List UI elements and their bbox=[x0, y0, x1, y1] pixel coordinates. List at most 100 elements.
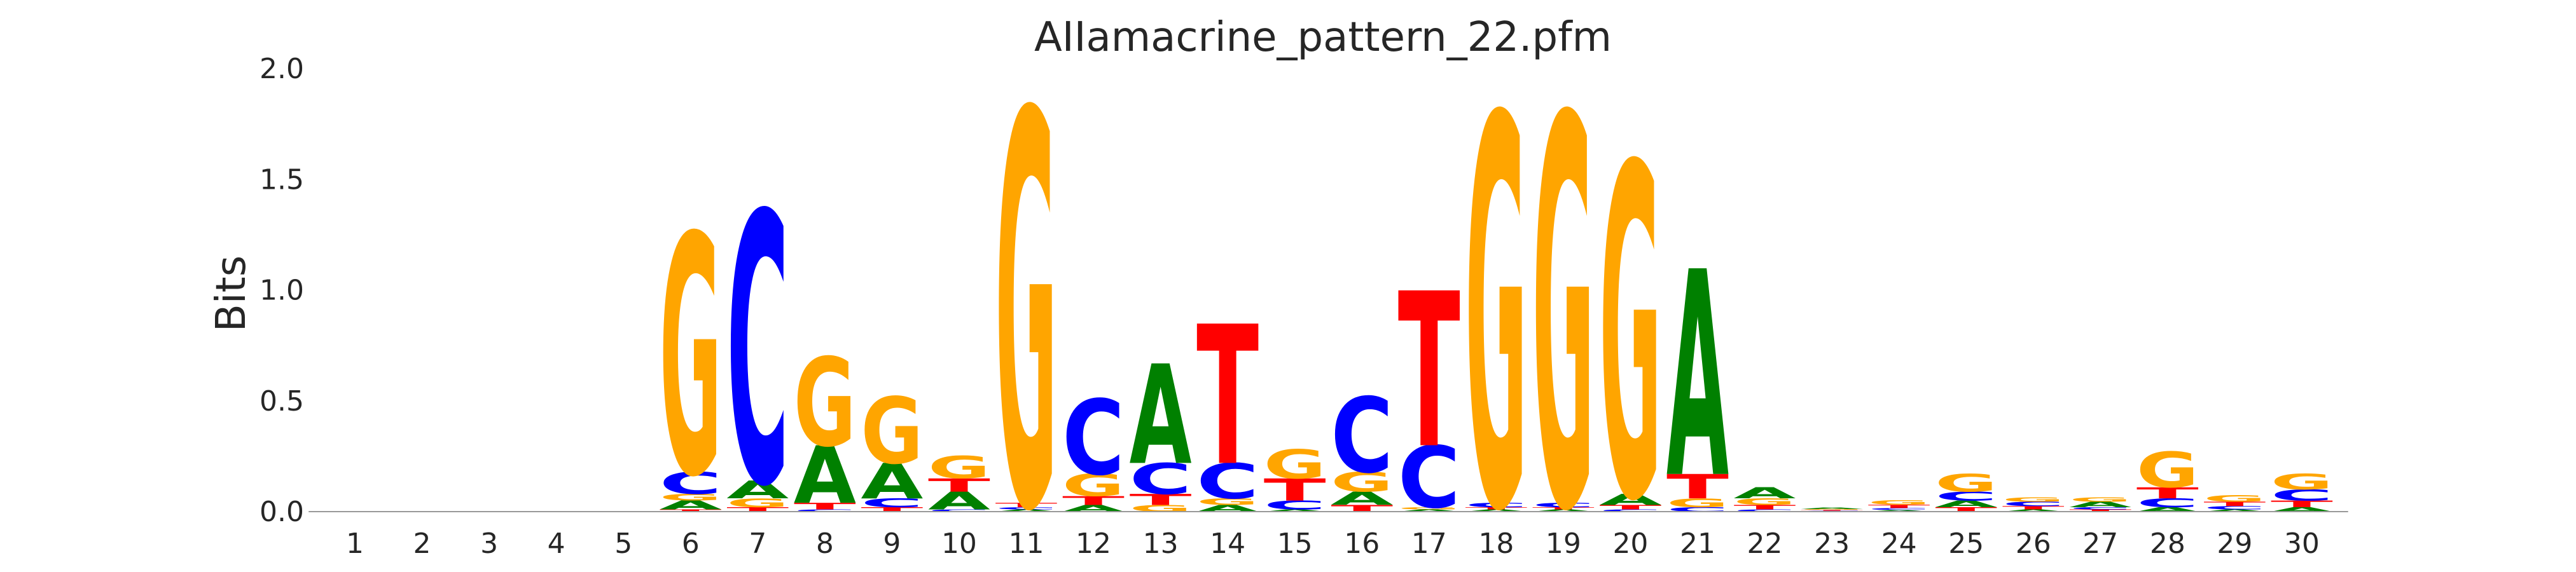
logo-letter-a: A bbox=[1532, 509, 1595, 513]
x-tick-label: 23 bbox=[1814, 528, 1850, 560]
logo-letter-t: T bbox=[1734, 504, 1796, 511]
x-tick-label: 11 bbox=[1009, 528, 1044, 560]
logo-letter-a: A bbox=[995, 509, 1058, 513]
y-tick-label: 1.5 bbox=[260, 163, 304, 196]
logo-letter-g: G bbox=[2069, 496, 2131, 503]
logo-letter-g: G bbox=[2002, 496, 2065, 503]
logo-letter-t: T bbox=[1196, 285, 1259, 508]
logo-letter-c: C bbox=[1734, 509, 1796, 513]
x-tick-label: 27 bbox=[2082, 528, 2118, 560]
x-tick-label: 4 bbox=[548, 528, 565, 560]
x-tick-label: 25 bbox=[1948, 528, 1984, 560]
x-tick-label: 3 bbox=[480, 528, 498, 560]
logo-letter-g: G bbox=[1935, 469, 1997, 497]
x-tick-label: 7 bbox=[749, 528, 766, 560]
logo-letter-g: G bbox=[794, 332, 856, 474]
logo-letter-a: A bbox=[794, 430, 856, 522]
logo-letter-a: A bbox=[1666, 212, 1729, 541]
logo-letter-t: T bbox=[861, 506, 923, 513]
x-tick-label: 16 bbox=[1344, 528, 1380, 560]
logo-letter-c: C bbox=[794, 509, 856, 513]
logo-letter-a: A bbox=[928, 487, 990, 515]
logo-letter-a: A bbox=[2203, 509, 2266, 513]
logo-letter-g: G bbox=[928, 451, 990, 486]
logo-letter-t: T bbox=[1264, 473, 1326, 508]
x-tick-label: 14 bbox=[1210, 528, 1245, 560]
logo-letter-c: C bbox=[1062, 379, 1125, 499]
x-tick-label: 26 bbox=[2016, 528, 2051, 560]
logo-letter-c: C bbox=[1868, 508, 1930, 510]
logo-letter-c: C bbox=[1130, 454, 1192, 504]
x-tick-label: 17 bbox=[1411, 528, 1447, 560]
logo-letter-a: A bbox=[1801, 507, 1863, 509]
logo-letter-g: G bbox=[861, 379, 923, 485]
logo-letter-a: A bbox=[726, 476, 789, 505]
logo-letter-g: G bbox=[1666, 496, 1729, 510]
logo-letter-t: T bbox=[1868, 504, 1930, 509]
logo-letter-t: T bbox=[1130, 491, 1192, 509]
logo-letter-c: C bbox=[1331, 377, 1393, 497]
x-tick-label: 20 bbox=[1612, 528, 1648, 560]
logo-letter-c: C bbox=[2271, 486, 2333, 504]
chart-title: AIIamacrine_pattern_22.pfm bbox=[1034, 14, 1612, 61]
logo-letter-g: G bbox=[726, 496, 789, 510]
x-tick-label: 22 bbox=[1747, 528, 1783, 560]
x-tick-label: 2 bbox=[413, 528, 431, 560]
logo-letter-t: T bbox=[928, 475, 990, 496]
y-axis-label: Bits bbox=[208, 255, 255, 332]
logo-letter-t: T bbox=[1465, 507, 1527, 510]
x-tick-label: 8 bbox=[816, 528, 834, 560]
logo-letter-t: T bbox=[995, 501, 1058, 508]
logo-letter-g: G bbox=[1599, 73, 1661, 572]
x-tick-label: 24 bbox=[1881, 528, 1917, 560]
x-tick-label: 9 bbox=[883, 528, 901, 560]
x-tick-label: 6 bbox=[682, 528, 700, 560]
x-tick-label: 15 bbox=[1277, 528, 1313, 560]
logo-letter-c: C bbox=[995, 507, 1058, 510]
logo-letter-c: C bbox=[726, 137, 789, 568]
logo-letter-t: T bbox=[2136, 484, 2199, 502]
logo-letter-g: G bbox=[1868, 499, 1930, 506]
logo-letter-g: G bbox=[1264, 442, 1326, 488]
logo-letter-g: G bbox=[1465, 7, 1527, 572]
y-tick-label: 2.0 bbox=[260, 53, 304, 85]
logo-letter-a: A bbox=[2069, 500, 2132, 509]
logo-letter-g: G bbox=[995, 3, 1058, 572]
logo-letter-a: A bbox=[1734, 484, 1797, 502]
logo-letter-a: A bbox=[1465, 509, 1527, 513]
x-tick-label: 18 bbox=[1478, 528, 1514, 560]
logo-letter-t: T bbox=[1599, 504, 1661, 511]
logo-letter-c: C bbox=[861, 496, 923, 510]
logo-letter-a: A bbox=[1130, 336, 1192, 496]
logo-letter-t: T bbox=[1935, 506, 1997, 513]
logo-letter-t: T bbox=[726, 506, 789, 513]
logo-letter-g: G bbox=[1801, 508, 1863, 510]
logo-letter-c: C bbox=[1599, 509, 1661, 513]
logo-letter-a: A bbox=[861, 453, 923, 510]
logo-letter-c: C bbox=[2069, 507, 2131, 510]
x-tick-label: 13 bbox=[1143, 528, 1179, 560]
logo-letter-g: G bbox=[1734, 496, 1796, 507]
x-tick-label: 12 bbox=[1076, 528, 1111, 560]
logo-letter-t: T bbox=[1398, 248, 1461, 496]
x-tick-label: 5 bbox=[614, 528, 632, 560]
logo-letter-c: C bbox=[1935, 489, 1997, 503]
logo-letter-a: A bbox=[2271, 506, 2334, 513]
y-tick-label: 1.0 bbox=[260, 275, 304, 307]
logo-letter-c: C bbox=[1264, 498, 1326, 512]
logo-letter-a: A bbox=[1935, 499, 1997, 510]
y-tick-label: 0.5 bbox=[260, 385, 304, 418]
x-tick-label: 1 bbox=[346, 528, 364, 560]
x-tick-group: 1 2 3 4 5 6 7 8 9 10 11 12 13 14 15 16 17 18 19 20 21 22 23 24 2… bbox=[346, 528, 2320, 560]
x-tick-label: 19 bbox=[1546, 528, 1581, 560]
logo-letter-t: T bbox=[660, 509, 722, 513]
logo-letter-g: G bbox=[1532, 7, 1595, 572]
logo-letter-t: T bbox=[2069, 509, 2131, 513]
logo-letter-g: G bbox=[1196, 496, 1259, 507]
logo-letter-g: G bbox=[1398, 507, 1460, 510]
y-tick-label: 0.0 bbox=[260, 496, 304, 528]
logo-letter-g: G bbox=[2203, 493, 2266, 504]
x-tick-label: 30 bbox=[2284, 528, 2320, 560]
logo-letter-g: G bbox=[2271, 470, 2333, 494]
x-tick-label: 10 bbox=[941, 528, 977, 560]
